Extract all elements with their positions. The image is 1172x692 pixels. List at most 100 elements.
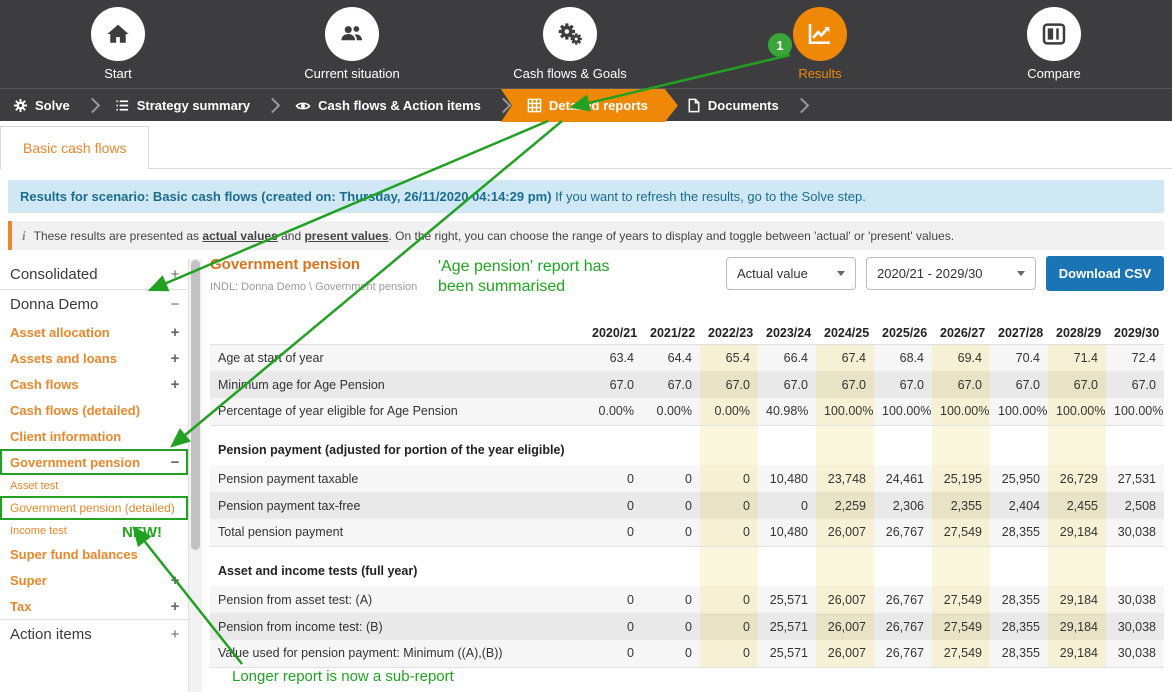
- column-header: 2024/25: [816, 320, 874, 345]
- nav-results[interactable]: 1 Results: [740, 7, 900, 81]
- sidebar-item-assets-and-loans[interactable]: Assets and loans +: [0, 345, 188, 371]
- cell-value: 29,184: [1048, 640, 1106, 667]
- sidebar-item-super[interactable]: Super +: [0, 567, 188, 593]
- sidebar-item-action-items[interactable]: Action items +: [0, 619, 188, 649]
- subnav-strategy-summary[interactable]: Strategy summary: [102, 89, 263, 122]
- cell-value: 2,259: [816, 492, 874, 519]
- annotation-new-label: NEW!: [122, 524, 162, 541]
- sidebar-item-income-test[interactable]: Income test: [0, 520, 188, 541]
- report-title: Government pension: [210, 256, 361, 273]
- year-range-select[interactable]: 2020/21 - 2029/30: [866, 257, 1036, 290]
- subnav-solve[interactable]: Solve: [0, 89, 83, 122]
- sidebar-item-government-pension-detailed[interactable]: Government pension (detailed): [0, 496, 188, 520]
- sidebar-item-consolidated[interactable]: Consolidated +: [0, 259, 188, 289]
- nav-start[interactable]: Start: [38, 7, 198, 81]
- collapse-icon[interactable]: −: [170, 296, 180, 313]
- cell-value: 25,571: [758, 640, 816, 667]
- cell-value: 26,007: [816, 640, 874, 667]
- sidebar-item-asset-allocation[interactable]: Asset allocation +: [0, 319, 188, 345]
- cell-value: 26,007: [816, 586, 874, 613]
- sidebar-item-cash-flows[interactable]: Cash flows +: [0, 371, 188, 397]
- sidebar-item-super-fund-balances[interactable]: Super fund balances: [0, 541, 188, 567]
- nav-cash-flows-goals[interactable]: Cash flows & Goals: [490, 7, 650, 81]
- cell-value: 28,355: [990, 519, 1048, 546]
- sidebar-item-donna-demo[interactable]: Donna Demo −: [0, 289, 188, 319]
- cell-value: 0: [642, 519, 700, 546]
- cell-value: 25,195: [932, 465, 990, 492]
- subnav-detailed-reports[interactable]: Detailed reports: [501, 89, 678, 122]
- expand-icon[interactable]: +: [170, 597, 180, 615]
- sidebar-item-government-pension[interactable]: Government pension −: [0, 449, 188, 475]
- chevron-down-icon: [837, 271, 845, 276]
- cell-value: 100.00%: [1048, 398, 1106, 425]
- cell-value: 26,729: [1048, 465, 1106, 492]
- cell-value: 68.4: [874, 344, 932, 371]
- table-row: Age at start of year 63.4 64.4 65.4 66.4 67.4…: [210, 344, 1164, 371]
- section-cell: [1048, 424, 1106, 465]
- cell-value: 27,531: [1106, 465, 1164, 492]
- chevron-down-icon: [1017, 271, 1025, 276]
- cell-value: 26,767: [874, 640, 932, 667]
- download-csv-button[interactable]: Download CSV: [1046, 256, 1164, 291]
- row-label: Pension payment taxable: [210, 465, 584, 492]
- cell-value: 0: [700, 519, 758, 546]
- sidebar-item-tax[interactable]: Tax +: [0, 593, 188, 619]
- section-cell: [758, 545, 816, 586]
- cell-value: 26,767: [874, 586, 932, 613]
- report-table-container: 2020/21 2021/22 2022/23 2023/24 2024/25 2025/…: [210, 320, 1164, 668]
- cell-value: 67.0: [584, 371, 642, 398]
- expand-icon[interactable]: +: [170, 265, 180, 283]
- annotation-summary-note: 'Age pension' report has been summarised: [438, 258, 610, 295]
- row-label: Age at start of year: [210, 344, 584, 371]
- sidebar-item-cash-flows-detailed[interactable]: Cash flows (detailed): [0, 397, 188, 423]
- cell-value: 25,571: [758, 586, 816, 613]
- subnav-cash-flows-action-items[interactable]: Cash flows & Action items: [282, 89, 494, 122]
- expand-icon[interactable]: +: [170, 626, 180, 643]
- nav-compare[interactable]: Compare: [974, 7, 1134, 81]
- cell-value: 71.4: [1048, 344, 1106, 371]
- tab-basic-cash-flows[interactable]: Basic cash flows: [0, 126, 150, 169]
- nav-label: Results: [798, 66, 842, 81]
- section-cell: [816, 424, 874, 465]
- expand-icon[interactable]: +: [170, 323, 180, 341]
- cell-value: 67.0: [642, 371, 700, 398]
- sidebar-scrollbar[interactable]: [188, 259, 202, 692]
- column-header: 2020/21: [584, 320, 642, 345]
- present-values-link[interactable]: present values: [304, 228, 389, 243]
- expand-icon[interactable]: +: [170, 349, 180, 367]
- cell-value: 66.4: [758, 344, 816, 371]
- cell-value: 0.00%: [642, 398, 700, 425]
- scrollbar-thumb[interactable]: [191, 260, 200, 550]
- breadcrumb-separator-icon: [84, 97, 100, 114]
- cell-value: 10,480: [758, 465, 816, 492]
- document-icon: [688, 98, 700, 113]
- column-header: 2022/23: [700, 320, 758, 345]
- cell-value: 29,184: [1048, 586, 1106, 613]
- cell-value: 26,767: [874, 613, 932, 640]
- cell-value: 0: [642, 586, 700, 613]
- results-subnav: Solve Strategy summary Cash flows & Acti…: [0, 88, 1172, 122]
- subnav-label: Solve: [35, 98, 70, 113]
- cell-value: 25,950: [990, 465, 1048, 492]
- scenario-banner-bold: Results for scenario: Basic cash flows (…: [20, 189, 552, 204]
- cell-value: 27,549: [932, 519, 990, 546]
- value-type-select[interactable]: Actual value: [726, 257, 856, 290]
- table-section-row: Asset and income tests (full year): [210, 545, 1164, 586]
- sidebar-item-asset-test[interactable]: Asset test: [0, 475, 188, 496]
- cell-value: 72.4: [1106, 344, 1164, 371]
- cell-value: 100.00%: [1106, 398, 1164, 425]
- cell-value: 30,038: [1106, 640, 1164, 667]
- sidebar-item-client-information[interactable]: Client information: [0, 423, 188, 449]
- nav-current-situation[interactable]: Current situation: [272, 7, 432, 81]
- section-header: Asset and income tests (full year): [210, 545, 642, 586]
- nav-label: Compare: [1027, 66, 1081, 81]
- breadcrumb-separator-icon: [264, 97, 281, 114]
- expand-icon[interactable]: +: [170, 571, 180, 589]
- collapse-icon[interactable]: −: [170, 453, 180, 471]
- table-header-row: 2020/21 2021/22 2022/23 2023/24 2024/25 2025/…: [210, 320, 1164, 345]
- section-cell: [932, 545, 990, 586]
- cell-value: 2,404: [990, 492, 1048, 519]
- expand-icon[interactable]: +: [170, 375, 180, 393]
- subnav-documents[interactable]: Documents: [674, 89, 792, 122]
- actual-values-link[interactable]: actual values: [202, 228, 278, 243]
